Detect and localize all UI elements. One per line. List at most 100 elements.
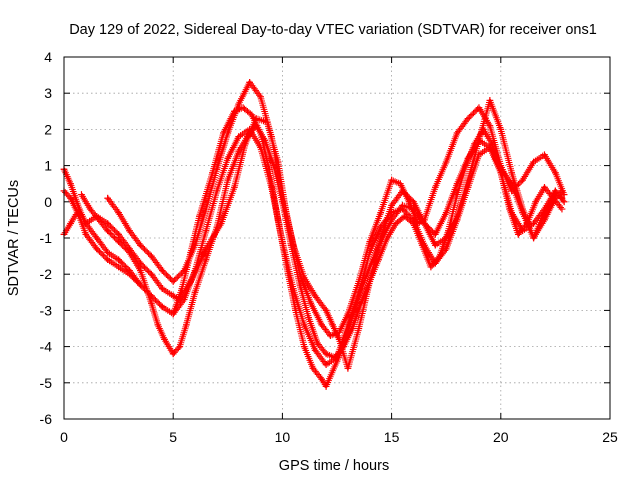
data-point-series-4 [257, 93, 264, 101]
data-point-series-4 [115, 209, 122, 216]
data-point-series-1 [158, 285, 166, 292]
data-point-series-2 [388, 209, 395, 216]
data-point-series-3 [344, 328, 352, 336]
data-point-series-2 [67, 220, 74, 227]
data-point-series-1 [169, 292, 177, 300]
data-point-series-5 [462, 162, 470, 169]
data-point-series-3 [333, 357, 341, 365]
data-point-series-1 [552, 169, 559, 177]
data-point-series-3 [248, 111, 256, 119]
data-point-series-3 [292, 307, 299, 314]
data-point-series-4 [519, 205, 526, 213]
data-point-series-5 [541, 184, 548, 191]
data-point-series-1 [560, 191, 568, 198]
data-point-series-5 [375, 256, 382, 264]
data-point-series-5 [296, 281, 304, 289]
data-point-series-5 [453, 191, 461, 198]
data-point-series-4 [158, 267, 166, 274]
data-point-series-3 [508, 180, 516, 187]
data-point-series-2 [530, 220, 537, 227]
grid-lines [64, 57, 610, 419]
y-tick-label: 4 [44, 49, 52, 65]
data-point-series-2 [558, 194, 566, 202]
data-point-series-1 [388, 176, 395, 184]
data-point-series-5 [176, 343, 184, 350]
data-point-series-2 [224, 155, 232, 162]
data-point-series-4 [335, 336, 343, 343]
y-tick-label: 0 [44, 194, 52, 210]
data-point-series-5 [161, 336, 168, 343]
data-point-series-5 [305, 314, 312, 321]
data-point-series-5 [183, 321, 190, 329]
data-point-series-4 [421, 220, 428, 227]
data-point-series-4 [279, 191, 286, 198]
data-point-series-4 [558, 187, 566, 195]
data-point-series-2 [311, 346, 319, 354]
data-point-series-5 [392, 220, 400, 227]
data-point-series-1 [283, 212, 291, 220]
data-point-series-4 [388, 202, 395, 209]
x-tick-label: 25 [602, 429, 618, 445]
data-point-series-3 [196, 212, 203, 220]
data-point-series-1 [519, 176, 526, 184]
data-point-series-2 [104, 249, 111, 256]
data-point-series-2 [344, 321, 352, 329]
data-point-series-1 [327, 332, 334, 340]
data-point-series-3 [75, 212, 83, 220]
data-point-series-4 [508, 169, 516, 177]
data-point-series-1 [241, 140, 249, 148]
data-point-series-2 [431, 260, 439, 267]
x-axis-label: GPS time / hours [279, 458, 389, 474]
data-point-series-5 [322, 350, 330, 358]
data-point-series-5 [154, 321, 162, 329]
data-point-series-4 [486, 97, 494, 104]
data-point-series-1 [464, 115, 472, 122]
data-point-series-5 [115, 238, 122, 245]
data-point-series-2 [464, 184, 472, 191]
data-point-series-4 [268, 133, 275, 140]
data-point-series-1 [115, 231, 122, 238]
data-point-series-1 [431, 184, 439, 191]
data-point-series-5 [279, 198, 286, 206]
data-point-series-5 [348, 325, 356, 332]
data-point-series-5 [244, 133, 251, 140]
y-tick-label: 3 [44, 85, 52, 101]
data-point-series-5 [287, 241, 295, 249]
data-point-series-1 [307, 299, 315, 307]
data-point-series-3 [104, 256, 111, 264]
data-point-series-1 [442, 158, 450, 166]
data-point-series-4 [224, 129, 232, 137]
data-point-series-5 [523, 220, 531, 227]
data-point-series-2 [322, 361, 330, 368]
data-point-series-5 [191, 289, 199, 296]
data-point-series-2 [279, 238, 286, 245]
y-tick-label: -1 [40, 230, 53, 246]
data-point-series-4 [431, 241, 439, 249]
data-point-series-1 [296, 270, 304, 278]
data-point-series-5 [418, 241, 426, 249]
data-point-series-2 [75, 205, 83, 213]
data-point-series-3 [300, 343, 308, 350]
data-point-series-1 [93, 212, 101, 220]
data-point-series-3 [239, 104, 247, 111]
data-point-series-4 [300, 274, 308, 282]
data-point-series-5 [213, 223, 221, 231]
data-point-series-1 [187, 278, 194, 285]
data-point-series-1 [217, 220, 225, 227]
x-tick-label: 15 [384, 429, 400, 445]
data-point-series-3 [431, 231, 439, 238]
data-point-series-2 [377, 223, 384, 231]
x-tick-label: 5 [169, 429, 177, 445]
data-point-series-5 [436, 252, 443, 260]
data-point-series-2 [213, 187, 221, 195]
data-point-series-2 [290, 285, 297, 292]
data-point-series-5 [427, 263, 435, 271]
data-point-series-1 [508, 187, 516, 195]
data-point-series-2 [93, 234, 101, 242]
data-point-series-5 [497, 169, 505, 177]
x-tick-label: 20 [493, 429, 509, 445]
data-point-series-2 [366, 249, 374, 256]
data-point-series-3 [410, 205, 417, 213]
data-point-series-3 [322, 383, 330, 390]
